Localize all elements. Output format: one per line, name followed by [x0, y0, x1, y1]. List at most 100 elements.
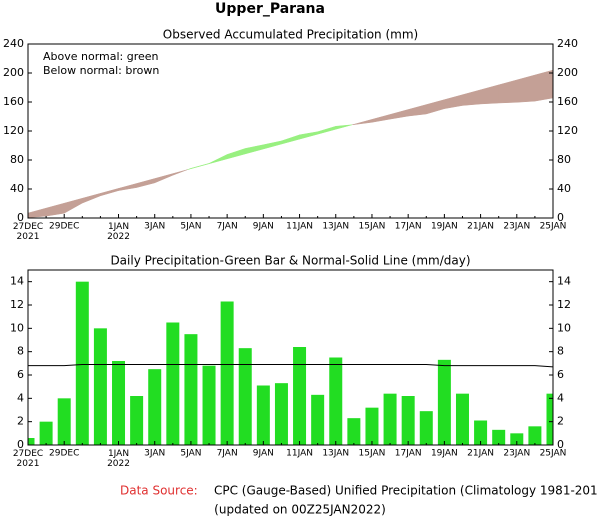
- annotation: Below normal: brown: [43, 64, 159, 77]
- bar: [28, 438, 35, 445]
- diff-area: [45, 202, 65, 217]
- y-tick-label: 10: [10, 321, 24, 334]
- y-tick-label: 200: [557, 66, 578, 79]
- diff-area: [154, 173, 174, 184]
- updated: (updated on 00Z25JAN2022): [214, 503, 386, 517]
- diff-area: [28, 207, 47, 218]
- x-tick-label: 13JAN: [322, 449, 349, 459]
- diff-area: [82, 193, 101, 204]
- diff-area: [299, 131, 318, 140]
- diff-area: [190, 163, 210, 170]
- x-tick-label: 23JAN: [503, 449, 530, 459]
- diff-area: [172, 169, 188, 176]
- bar: [401, 396, 415, 445]
- x-tick-label: 19JAN: [431, 222, 458, 232]
- y-tick-label: 2: [17, 415, 24, 428]
- x-tick-label: 25JAN: [540, 222, 567, 232]
- bar: [293, 347, 307, 445]
- y-tick-label: 0: [17, 438, 24, 451]
- chart-title: Daily Precipitation-Green Bar & Normal-S…: [110, 254, 470, 268]
- y-tick-label: 4: [17, 391, 24, 404]
- bar: [492, 429, 506, 445]
- bar: [455, 393, 469, 445]
- bar: [202, 365, 216, 445]
- bar: [510, 433, 524, 445]
- bar: [347, 418, 361, 445]
- bar: [75, 281, 89, 445]
- y-tick-label: 120: [557, 124, 578, 137]
- y-tick-label: 8: [557, 345, 564, 358]
- x-tick-label: 1JAN 2022: [107, 449, 130, 469]
- bar: [39, 421, 53, 445]
- x-tick-label: 17JAN: [395, 222, 422, 232]
- diff-area: [208, 154, 228, 165]
- diff-area: [534, 69, 553, 102]
- bar: [546, 393, 553, 445]
- y-tick-label: 12: [557, 298, 571, 311]
- x-tick-label: 21JAN: [467, 222, 494, 232]
- y-tick-label: 240: [3, 37, 24, 50]
- bar: [220, 301, 234, 445]
- bar: [238, 348, 252, 445]
- diff-area: [498, 79, 518, 104]
- diff-area: [407, 104, 427, 117]
- y-tick-label: 0: [557, 438, 564, 451]
- diff-area: [226, 148, 246, 160]
- diff-area: [136, 178, 155, 188]
- y-tick-label: 240: [557, 37, 578, 50]
- x-tick-label: 13JAN: [322, 222, 349, 232]
- bar: [93, 328, 107, 445]
- bar: [419, 411, 433, 445]
- x-tick-label: 19JAN: [431, 449, 458, 459]
- diff-area: [444, 94, 463, 109]
- y-tick-label: 10: [557, 321, 571, 334]
- x-tick-label: 7JAN: [217, 449, 238, 459]
- x-tick-label: 7JAN: [217, 222, 238, 232]
- bar: [130, 396, 144, 445]
- diff-area: [63, 197, 83, 214]
- diff-area: [371, 114, 391, 123]
- y-tick-label: 2: [557, 415, 564, 428]
- y-tick-label: 12: [10, 298, 24, 311]
- diff-area: [187, 167, 192, 170]
- bar: [148, 369, 162, 445]
- plot-frame: [27, 269, 554, 446]
- source-label: Data Source:: [120, 484, 198, 498]
- bar: [329, 357, 343, 445]
- x-tick-label: 9JAN: [253, 222, 274, 232]
- diff-area: [100, 188, 119, 197]
- y-tick-label: 4: [557, 391, 564, 404]
- annotation: Above normal: green: [43, 50, 159, 63]
- x-tick-label: 27DEC 2021: [13, 222, 43, 242]
- y-tick-label: 120: [3, 124, 24, 137]
- x-tick-label: 21JAN: [467, 449, 494, 459]
- bar: [166, 322, 180, 445]
- diff-area: [244, 144, 264, 155]
- bar: [365, 407, 379, 445]
- y-tick-label: 14: [557, 275, 571, 288]
- y-tick-label: 8: [17, 345, 24, 358]
- source: CPC (Gauge-Based) Unified Precipitation …: [214, 484, 598, 498]
- bar: [474, 420, 488, 445]
- plot: [28, 281, 553, 445]
- x-tick-label: 17JAN: [395, 449, 422, 459]
- y-tick-label: 160: [557, 95, 578, 108]
- x-tick-label: 23JAN: [503, 222, 530, 232]
- y-tick-label: 200: [3, 66, 24, 79]
- diff-area: [263, 140, 282, 150]
- y-tick-label: 80: [10, 153, 24, 166]
- y-tick-label: 6: [17, 368, 24, 381]
- y-tick-label: 14: [10, 275, 24, 288]
- y-tick-label: 40: [557, 182, 571, 195]
- x-tick-label: 25JAN: [540, 449, 567, 459]
- y-tick-label: 160: [3, 95, 24, 108]
- diff-area: [480, 84, 499, 105]
- page-title: Upper_Parana: [215, 1, 325, 17]
- diff-area: [353, 119, 373, 125]
- normal-line: [28, 364, 553, 368]
- x-tick-label: 5JAN: [180, 449, 201, 459]
- diff-area: [462, 89, 481, 106]
- x-tick-label: 3JAN: [144, 449, 165, 459]
- diff-area: [317, 125, 337, 135]
